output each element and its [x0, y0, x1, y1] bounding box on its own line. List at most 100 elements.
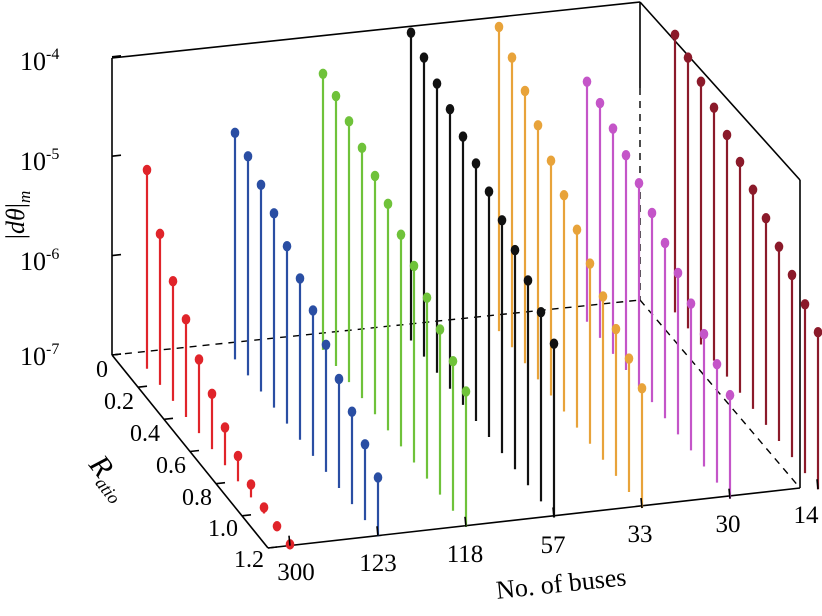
x-tick-57 — [552, 507, 555, 518]
stem-marker-300-10 — [259, 502, 269, 513]
stem-marker-14-7 — [748, 184, 758, 195]
stem-marker-123-6 — [295, 273, 305, 284]
z-tick-2 — [111, 253, 122, 257]
bus-label-30: 30 — [716, 511, 741, 538]
stem-marker-14-4 — [709, 102, 719, 113]
stem-marker-118-11 — [448, 355, 458, 367]
stem-marker-30-6 — [647, 207, 657, 219]
stem-marker-14-2 — [683, 52, 693, 63]
stem-marker-57-1 — [406, 27, 416, 38]
stem-marker-30-10 — [699, 328, 709, 340]
stem-marker-33-12 — [637, 383, 647, 394]
stem-marker-123-10 — [347, 406, 357, 417]
frame-top-right-edge — [639, 1, 801, 181]
ticks-layer — [111, 55, 819, 549]
stem-marker-57-9 — [510, 244, 520, 256]
x-tick-118 — [464, 516, 467, 527]
r-tick-1 — [137, 385, 148, 388]
box-frame — [111, 1, 801, 549]
stem-marker-30-2 — [595, 97, 605, 109]
x-tick-123 — [376, 526, 379, 537]
r-tick-label-0: 0 — [96, 357, 108, 383]
stem-marker-14-1 — [670, 29, 680, 40]
stem-marker-57-10 — [523, 275, 533, 286]
stem-marker-30-8 — [673, 267, 683, 279]
stem-marker-118-6 — [383, 198, 393, 210]
r-tick-labels: 0 0.2 0.4 0.6 0.8 1.0 1.2 — [96, 357, 264, 573]
bus-labels: 300 123 118 57 33 30 14 — [277, 502, 819, 586]
x-tick-33 — [640, 497, 643, 509]
z-axis-title: |dθ|m — [1, 191, 34, 240]
stem-marker-118-12 — [461, 386, 471, 397]
r-tick-4 — [215, 481, 226, 485]
r-tick-5 — [241, 514, 252, 517]
z-tick-1 — [111, 154, 122, 157]
stem-marker-300-11 — [272, 521, 282, 532]
stem-marker-57-5 — [458, 131, 468, 142]
stem-marker-33-9 — [598, 291, 608, 302]
hidden-edges — [111, 88, 801, 489]
stem-marker-300-5 — [194, 354, 204, 365]
stem-marker-57-8 — [497, 215, 507, 226]
stem-marker-14-12 — [813, 327, 822, 338]
stem-marker-33-10 — [611, 323, 621, 335]
stem-marker-118-9 — [422, 292, 432, 303]
bus-label-14: 14 — [794, 502, 820, 529]
stem-marker-57-4 — [445, 103, 455, 115]
stem-marker-33-2 — [507, 52, 517, 63]
stem-marker-30-4 — [621, 149, 631, 161]
z-tick-label-1e-4: 10-4 — [20, 46, 59, 76]
stem-marker-14-11 — [800, 299, 810, 310]
stems-layer — [142, 21, 822, 550]
stem-marker-300-9 — [246, 479, 256, 490]
stem-marker-300-8 — [233, 450, 243, 462]
stem-marker-30-12 — [725, 389, 735, 401]
stem-marker-33-6 — [559, 190, 569, 201]
stem-marker-123-8 — [321, 339, 331, 351]
bus-label-123: 123 — [359, 550, 397, 577]
stem-marker-123-2 — [243, 151, 253, 162]
r-tick-0 — [111, 353, 122, 356]
stem-marker-118-3 — [344, 116, 354, 127]
stem-marker-57-12 — [549, 338, 559, 349]
x-tick-30 — [728, 488, 731, 499]
stem-marker-57-6 — [471, 158, 481, 169]
z-tick-0 — [111, 55, 122, 58]
z-tick-label-1e-5: 10-5 — [20, 146, 59, 176]
x-tick-300 — [288, 535, 291, 546]
stem-marker-57-2 — [419, 52, 429, 63]
x-axis-title: No. of buses — [495, 562, 628, 605]
stem-marker-30-1 — [582, 76, 592, 87]
frame-top-back-edge — [111, 1, 641, 59]
stem-marker-57-3 — [432, 78, 442, 89]
stem-marker-30-7 — [660, 237, 670, 249]
stem-marker-300-6 — [207, 388, 217, 400]
r-tick-label-0.2: 0.2 — [104, 389, 134, 415]
stem-marker-300-4 — [181, 314, 191, 325]
bus-label-300: 300 — [277, 559, 315, 586]
r-tick-label-1.0: 1.0 — [208, 516, 238, 542]
x-tick-14 — [816, 479, 819, 490]
bus-label-118: 118 — [447, 541, 484, 568]
stem-marker-14-3 — [696, 76, 706, 87]
stem-marker-33-4 — [533, 120, 543, 131]
stem-marker-14-8 — [761, 213, 771, 224]
stem-marker-33-11 — [624, 353, 634, 364]
hidden-floor-right-edge — [639, 299, 801, 489]
stem-marker-30-3 — [608, 123, 618, 134]
stem-marker-33-7 — [572, 224, 582, 235]
stem-marker-118-4 — [357, 142, 367, 154]
frame-bottom-front-edge — [267, 487, 801, 549]
stem-marker-33-8 — [585, 258, 595, 269]
stem-marker-123-5 — [282, 241, 292, 252]
stem-marker-57-11 — [536, 306, 546, 318]
stem-marker-118-5 — [370, 170, 380, 182]
stem-marker-300-1 — [142, 164, 152, 176]
stem-marker-14-9 — [774, 241, 784, 252]
stem-marker-30-11 — [712, 359, 722, 370]
stem-marker-33-3 — [520, 85, 530, 97]
r-tick-label-0.6: 0.6 — [156, 453, 186, 479]
stem-marker-57-7 — [484, 186, 494, 197]
r-tick-label-0.8: 0.8 — [182, 485, 212, 511]
